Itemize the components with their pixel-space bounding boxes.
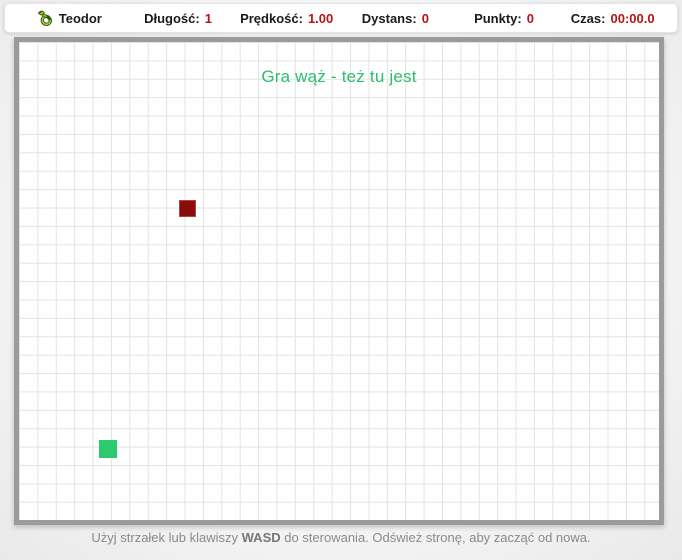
stat-points: Punkty: 0 — [450, 11, 559, 26]
instructions-text-before: Użyj strzałek lub klawiszy — [91, 530, 242, 545]
stat-value: 1.00 — [307, 10, 334, 26]
instructions: Użyj strzałek lub klawiszy WASD do stero… — [0, 530, 682, 545]
stat-value: 0 — [421, 10, 429, 26]
stat-label: Dystans: — [361, 10, 417, 26]
stat-label: Czas: — [570, 10, 606, 26]
stat-label: Długość: — [144, 10, 200, 26]
stat-speed: Prędkość: 1.00 — [232, 11, 341, 26]
snake-segment — [99, 440, 117, 458]
snake-icon — [37, 10, 53, 26]
player-info: Teodor — [15, 10, 124, 26]
stat-length: Długość: 1 — [124, 11, 233, 26]
stat-time: Czas: 00:00.0 — [558, 11, 667, 26]
stat-value: 0 — [526, 10, 534, 26]
stat-value: 1 — [204, 10, 212, 26]
wasd-keys-label: WASD — [241, 530, 281, 545]
stat-label: Prędkość: — [240, 10, 303, 26]
food-cell — [179, 200, 196, 217]
player-name: Teodor — [58, 10, 102, 26]
stat-distance: Dystans: 0 — [341, 11, 450, 26]
game-title: Gra wąż - też tu jest — [261, 67, 417, 86]
stat-label: Punkty: — [474, 10, 522, 26]
game-board[interactable]: Gra wąż - też tu jest — [14, 37, 664, 525]
stat-value: 00:00.0 — [610, 10, 655, 26]
stats-bar: Teodor Długość: 1 Prędkość: 1.00 Dystans: 0 Pu… — [4, 3, 678, 33]
instructions-text-after: do sterowania. Odśwież stronę, aby zaczą… — [280, 530, 591, 545]
